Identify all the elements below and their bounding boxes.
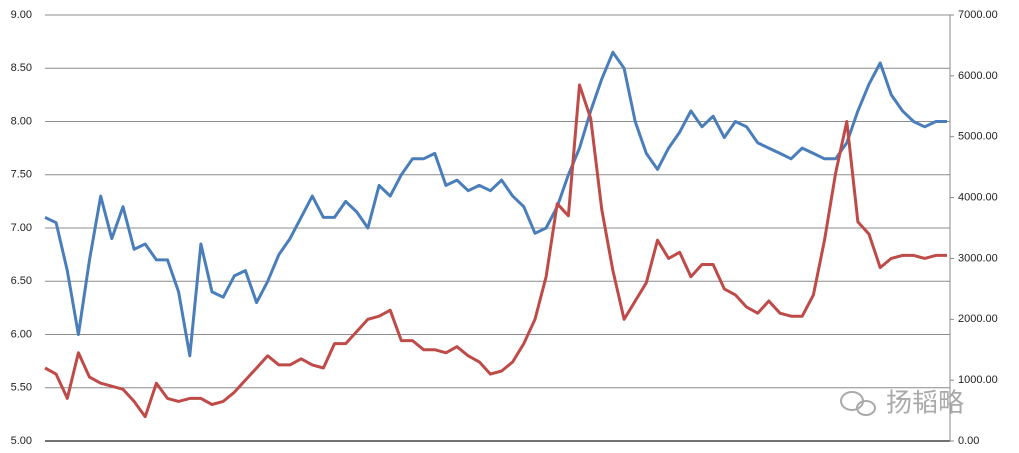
y2-tick-label: 7000.00 bbox=[958, 9, 998, 21]
y2-tick-label: 2000.00 bbox=[958, 313, 998, 325]
y2-tick-label: 6000.00 bbox=[958, 70, 998, 82]
watermark-icon bbox=[840, 391, 876, 416]
y-tick-label: 9.00 bbox=[11, 9, 32, 21]
y-tick-label: 8.00 bbox=[11, 115, 32, 127]
y-tick-label: 5.00 bbox=[11, 435, 32, 447]
y2-tick-label: 3000.00 bbox=[958, 252, 998, 264]
y2-tick-label: 4000.00 bbox=[958, 191, 998, 203]
y-tick-label: 7.00 bbox=[11, 222, 32, 234]
y-tick-label: 6.00 bbox=[11, 328, 32, 340]
watermark: 扬韬略 bbox=[886, 389, 964, 419]
y-tick-label: 6.50 bbox=[11, 275, 32, 287]
y2-tick-label: 0.00 bbox=[958, 435, 979, 447]
plot: 5.00 5.50 6.00 6.50 7.00 7.50 8.00 8.50 9.00 0.00… bbox=[11, 9, 998, 447]
series-line bbox=[44, 50, 947, 358]
y-tick-label: 5.50 bbox=[11, 382, 32, 394]
series-line bbox=[44, 83, 947, 419]
y2-tick-label: 1000.00 bbox=[958, 374, 998, 386]
y-tick-label: 7.50 bbox=[11, 169, 32, 181]
y2-tick-label: 5000.00 bbox=[958, 131, 998, 143]
y-tick-label: 8.50 bbox=[11, 62, 32, 74]
